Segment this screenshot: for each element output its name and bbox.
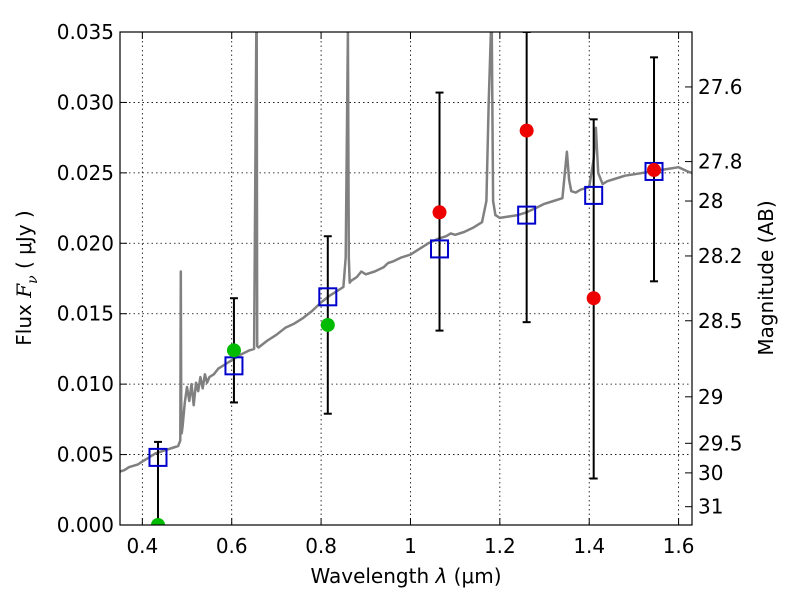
y2-tick-label: 30 [698,461,723,485]
grid [120,32,692,525]
y-tick-labels: 0.000 0.005 0.010 0.015 0.020 0.025 0.030 0.035 [57,20,114,537]
upper-limit-point [647,163,662,178]
model-photometry-square [517,205,537,225]
detection-point [226,343,241,358]
x-tick-labels: 0.4 0.6 0.8 1 1.2 1.4 1.6 [126,534,694,558]
y-tick-label: 0.025 [57,161,114,185]
model-photometry-square [148,447,168,467]
y-tick-label: 0.005 [57,443,114,467]
y-axis-label: Flux Fν ( μJy ) [12,210,41,345]
y2-tick-label: 29 [698,385,723,409]
plot-background [120,32,692,525]
x-tick-label: 1.2 [484,534,516,558]
y-tick-label: 0.035 [57,20,114,44]
y2-tick-label: 27.6 [698,75,743,99]
y-tick-label: 0.015 [57,302,114,326]
y2-tick-label: 28 [698,189,723,213]
model-spectrum-line [120,32,692,473]
model-photometry-square [318,287,338,307]
axis-ticks [120,31,692,526]
y2-axis-label: Magnitude (AB) [754,200,778,355]
upper-limit-point [586,291,601,306]
y2-tick-label: 27.8 [698,150,743,174]
y2-tick-label: 28.5 [698,309,743,333]
x-tick-label: 1 [404,534,417,558]
model-photometry-square [430,239,450,259]
x-tick-label: 0.6 [216,534,248,558]
x-tick-label: 0.4 [126,534,158,558]
y2-tick-label: 29.5 [698,431,743,455]
y-tick-label: 0.020 [57,231,114,255]
upper-limit-point [432,205,447,220]
model-photometry-square [644,161,664,181]
plot-frame [119,31,693,526]
x-tick-label: 0.8 [305,534,337,558]
y-tick-label: 0.010 [57,372,114,396]
plot-content [120,32,692,525]
y2-tick-labels: 27.6 27.8 28 28.2 28.5 29 29.5 30 31 [698,75,743,519]
y-tick-label: 0.030 [57,90,114,114]
detection-point [320,317,335,332]
model-photometry-square [584,185,604,205]
x-tick-label: 1.4 [573,534,605,558]
x-tick-label: 1.6 [663,534,695,558]
y2-tick-label: 28.2 [698,244,743,268]
y2-tick-label: 31 [698,495,723,519]
detection-point [150,518,165,525]
upper-limit-point [519,123,534,138]
x-axis-label: Wavelength λ (μm) [310,564,501,588]
y-tick-label: 0.000 [57,513,114,537]
